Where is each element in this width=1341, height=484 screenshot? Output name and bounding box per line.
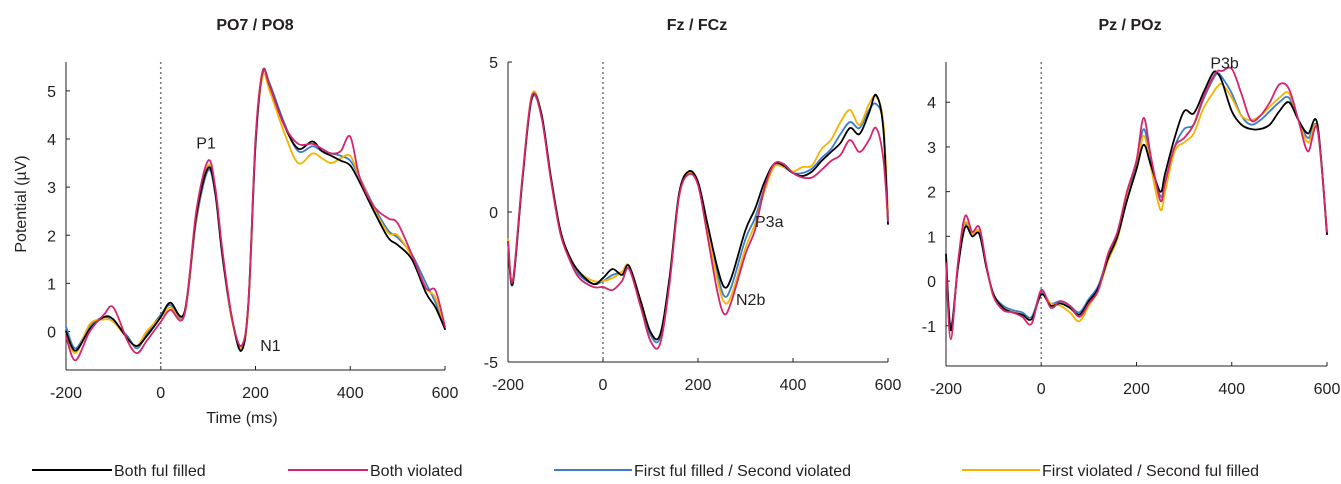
y-tick-label: -1 xyxy=(922,319,936,336)
peak-label: N1 xyxy=(260,338,281,355)
y-tick-label: 4 xyxy=(47,132,56,149)
y-tick-label: 5 xyxy=(47,84,56,101)
y-tick-label: 1 xyxy=(927,229,936,246)
y-tick-label: 2 xyxy=(927,185,936,202)
y-tick-label: 2 xyxy=(47,228,56,245)
x-tick-label: -200 xyxy=(50,385,82,402)
y-tick-label: 0 xyxy=(47,325,56,342)
x-tick-label: 600 xyxy=(875,377,902,394)
x-axis-label: Time (ms) xyxy=(206,410,277,427)
x-tick-label: 200 xyxy=(242,385,269,402)
series-line-4 xyxy=(65,72,446,355)
y-tick-label: 3 xyxy=(47,180,56,197)
y-tick-label: 0 xyxy=(927,274,936,291)
series-line-1 xyxy=(945,70,1328,332)
series-line-2 xyxy=(65,68,446,362)
y-tick-label: 3 xyxy=(927,140,936,157)
series-line-3 xyxy=(945,72,1328,327)
legend: Both ful filled Both violated First ful fi… xyxy=(32,463,1259,480)
series-line-1 xyxy=(507,92,889,341)
panel-title: Pz / POz xyxy=(1098,17,1161,34)
y-tick-label: 4 xyxy=(927,95,936,112)
panel-title: Fz / FCz xyxy=(667,17,727,34)
series-line-1 xyxy=(65,67,446,352)
legend-label: First violated / Second ful filled xyxy=(1042,463,1259,480)
panel-title: PO7 / PO8 xyxy=(216,17,293,34)
x-tick-label: 200 xyxy=(1123,381,1150,398)
series-line-3 xyxy=(507,94,889,344)
peak-label: P3a xyxy=(755,214,784,231)
x-tick-label: 400 xyxy=(337,385,364,402)
series-line-4 xyxy=(507,90,889,341)
x-tick-label: 0 xyxy=(156,385,165,402)
legend-item: First violated / Second ful filled xyxy=(962,463,1259,480)
x-tick-label: 0 xyxy=(599,377,608,394)
peak-label: N2b xyxy=(736,292,765,309)
panel-1: PO7 / PO8 0 1 2 3 4 5 -200 0 200 400 600 P1 N1 xyxy=(47,17,458,402)
x-tick-label: 200 xyxy=(685,377,712,394)
series-line-3 xyxy=(65,69,446,350)
x-tick-label: -200 xyxy=(492,377,524,394)
y-axis-label: Potential (µV) xyxy=(13,155,30,252)
series-line-2 xyxy=(507,92,889,350)
legend-item: Both ful filled xyxy=(32,463,206,480)
peak-label: P3b xyxy=(1210,56,1239,73)
x-tick-label: 400 xyxy=(780,377,807,394)
y-tick-label: -5 xyxy=(484,355,498,372)
x-tick-label: 600 xyxy=(432,385,459,402)
y-tick-label: 0 xyxy=(489,205,498,222)
panel-3: Pz / POz -1 0 1 2 3 4 -200 0 200 400 600 P3b xyxy=(922,17,1341,398)
series-line-4 xyxy=(945,82,1328,332)
panel-2: Fz / FCz -5 0 5 -200 0 200 400 600 P3a N2b xyxy=(484,17,902,394)
legend-item: First ful filled / Second violated xyxy=(554,463,851,480)
peak-label: P1 xyxy=(196,136,216,153)
legend-item: Both violated xyxy=(288,463,463,480)
legend-label: Both violated xyxy=(370,463,463,480)
legend-label: First ful filled / Second violated xyxy=(634,463,851,480)
x-tick-label: 0 xyxy=(1037,381,1046,398)
x-tick-label: -200 xyxy=(930,381,962,398)
series-line-2 xyxy=(945,66,1328,341)
legend-label: Both ful filled xyxy=(114,463,206,480)
y-tick-label: 5 xyxy=(489,55,498,72)
x-tick-label: 400 xyxy=(1218,381,1245,398)
y-tick-label: 1 xyxy=(47,276,56,293)
x-tick-label: 600 xyxy=(1314,381,1341,398)
